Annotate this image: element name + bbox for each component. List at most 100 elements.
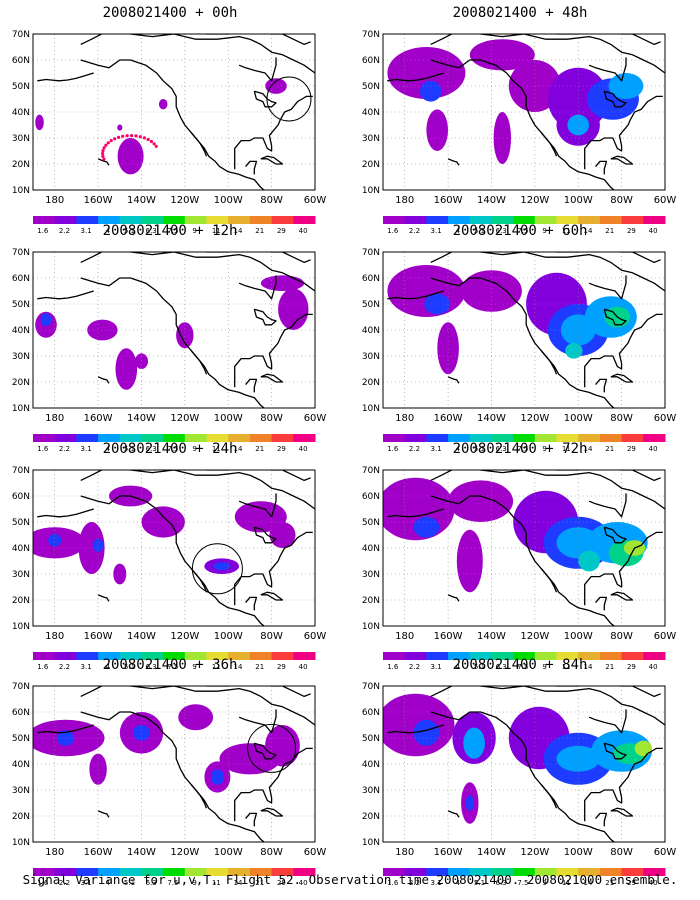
map-panel: 2008021400 + 72h 70N 60N 50N 40N 30N 20N 10N 180… <box>350 440 690 671</box>
lon-tick-label: 140W <box>477 631 506 642</box>
colorbar-label: 7.5 <box>517 227 528 235</box>
colorbar-label: 2.2 <box>59 445 70 453</box>
variance-contour <box>465 795 475 811</box>
flight-track-dot <box>134 134 138 138</box>
map-plot: 70N 60N 50N 40N 30N 20N 10N 180 160W 140W 120W 100W… <box>362 682 677 887</box>
lat-tick-label: 50N <box>362 300 380 310</box>
colorbar-label: 9 <box>542 879 546 887</box>
colorbar-swatch <box>119 868 142 876</box>
colorbar-swatch <box>141 216 164 224</box>
map-plot: 70N 60N 50N 40N 30N 20N 10N 180 160W 140W 120W 100W… <box>12 30 327 235</box>
colorbar-label: 21 <box>605 227 614 235</box>
variance-shading <box>387 39 644 164</box>
colorbar-swatch <box>163 868 186 876</box>
colorbar-swatch <box>621 868 644 876</box>
colorbar: 1.6 2.2 3.1 4 5.1 6.3 7.5 9 11 14 21 29 40 <box>383 868 666 887</box>
colorbar-label: 4 <box>106 879 111 887</box>
lat-tick-label: 20N <box>362 812 380 822</box>
colorbar-label: 7.5 <box>517 445 528 453</box>
colorbar-label: 4 <box>106 663 111 671</box>
colorbar-label: 40 <box>649 445 658 453</box>
colorbar-label: 5.1 <box>474 879 485 887</box>
variance-contour <box>40 313 52 327</box>
colorbar-label: 11 <box>212 227 221 235</box>
colorbar-label: 3.1 <box>81 663 92 671</box>
colorbar-swatch <box>643 216 666 224</box>
lat-tick-label: 50N <box>12 82 30 92</box>
lat-tick-label: 60N <box>362 708 380 718</box>
colorbar-swatch <box>33 652 56 660</box>
lon-tick-label: 180 <box>45 631 64 642</box>
lat-tick-label: 30N <box>362 134 380 144</box>
lon-tick-label: 120W <box>520 631 549 642</box>
colorbar-swatch <box>206 216 229 224</box>
colorbar-swatch <box>184 868 207 876</box>
variance-contour <box>567 114 589 136</box>
colorbar-label: 11 <box>562 663 571 671</box>
lon-tick-label: 100W <box>564 195 593 206</box>
colorbar-swatch <box>293 868 316 876</box>
colorbar-swatch <box>383 434 406 442</box>
variance-contour <box>269 522 296 548</box>
lat-tick-label: 50N <box>12 518 30 528</box>
colorbar-swatch <box>206 434 229 442</box>
colorbar-swatch <box>383 216 406 224</box>
map-panel: 2008021400 + 24h 70N 60N 50N 40N 30N 20N 10N 180… <box>0 440 340 671</box>
flight-track-dot <box>101 151 105 156</box>
lat-tick-label: 40N <box>362 544 380 554</box>
lon-tick-label: 140W <box>127 413 156 424</box>
colorbar: 1.6 2.2 3.1 4 5.1 6.3 7.5 9 11 14 21 29 40 <box>383 434 666 453</box>
map-frame <box>382 251 666 409</box>
lon-tick-label: 180 <box>395 631 414 642</box>
flight-track-dot <box>102 146 106 150</box>
colorbar-swatch <box>404 434 427 442</box>
colorbar-swatch <box>54 868 77 876</box>
colorbar-swatch <box>119 434 142 442</box>
lon-tick-label: 180 <box>395 413 414 424</box>
colorbar-swatch <box>383 868 406 876</box>
colorbar-swatch <box>491 868 514 876</box>
lat-tick-label: 10N <box>12 622 30 632</box>
colorbar-swatch <box>534 216 557 224</box>
coastlines <box>37 686 315 842</box>
colorbar-label: 40 <box>299 445 308 453</box>
lat-tick-label: 20N <box>362 596 380 606</box>
colorbar-label: 9 <box>542 227 546 235</box>
colorbar-label: 11 <box>212 879 221 887</box>
colorbar-swatch <box>33 434 56 442</box>
lat-tick-label: 30N <box>12 786 30 796</box>
panel-title: 2008021400 + 24h <box>102 441 238 457</box>
colorbar-label: 21 <box>255 879 264 887</box>
colorbar-swatch <box>578 434 601 442</box>
flight-track-dot <box>125 134 129 138</box>
colorbar-swatch <box>33 868 56 876</box>
colorbar-swatch <box>206 868 229 876</box>
colorbar-label: 9 <box>192 445 196 453</box>
map-frame <box>382 33 666 191</box>
colorbar-swatch <box>141 652 164 660</box>
colorbar-swatch <box>643 652 666 660</box>
lat-tick-label: 20N <box>362 378 380 388</box>
colorbar-label: 6.3 <box>496 879 507 887</box>
colorbar-label: 7.5 <box>167 445 178 453</box>
colorbar-swatch <box>249 652 273 660</box>
colorbar-label: 1.6 <box>387 663 399 671</box>
colorbar-label: 14 <box>584 227 593 235</box>
flight-track-dot <box>146 137 150 142</box>
colorbar-label: 9 <box>542 663 546 671</box>
colorbar-label: 11 <box>562 445 571 453</box>
colorbar-swatch <box>448 434 471 442</box>
variance-contour <box>493 112 511 164</box>
colorbar-label: 3.1 <box>81 227 92 235</box>
lon-tick-label: 60W <box>304 847 327 858</box>
colorbar-swatch <box>513 868 536 876</box>
variance-contour <box>35 114 44 131</box>
flight-track-dot <box>104 143 108 147</box>
colorbar-swatch <box>98 652 121 660</box>
flight-track-dot <box>142 136 146 140</box>
colorbar-label: 21 <box>255 445 264 453</box>
lon-tick-label: 140W <box>477 413 506 424</box>
observation-circle <box>266 76 312 122</box>
map-panel: 2008021400 + 36h 70N 60N 50N 40N 30N 20N 10N 180… <box>0 656 340 887</box>
colorbar-swatch <box>206 652 229 660</box>
